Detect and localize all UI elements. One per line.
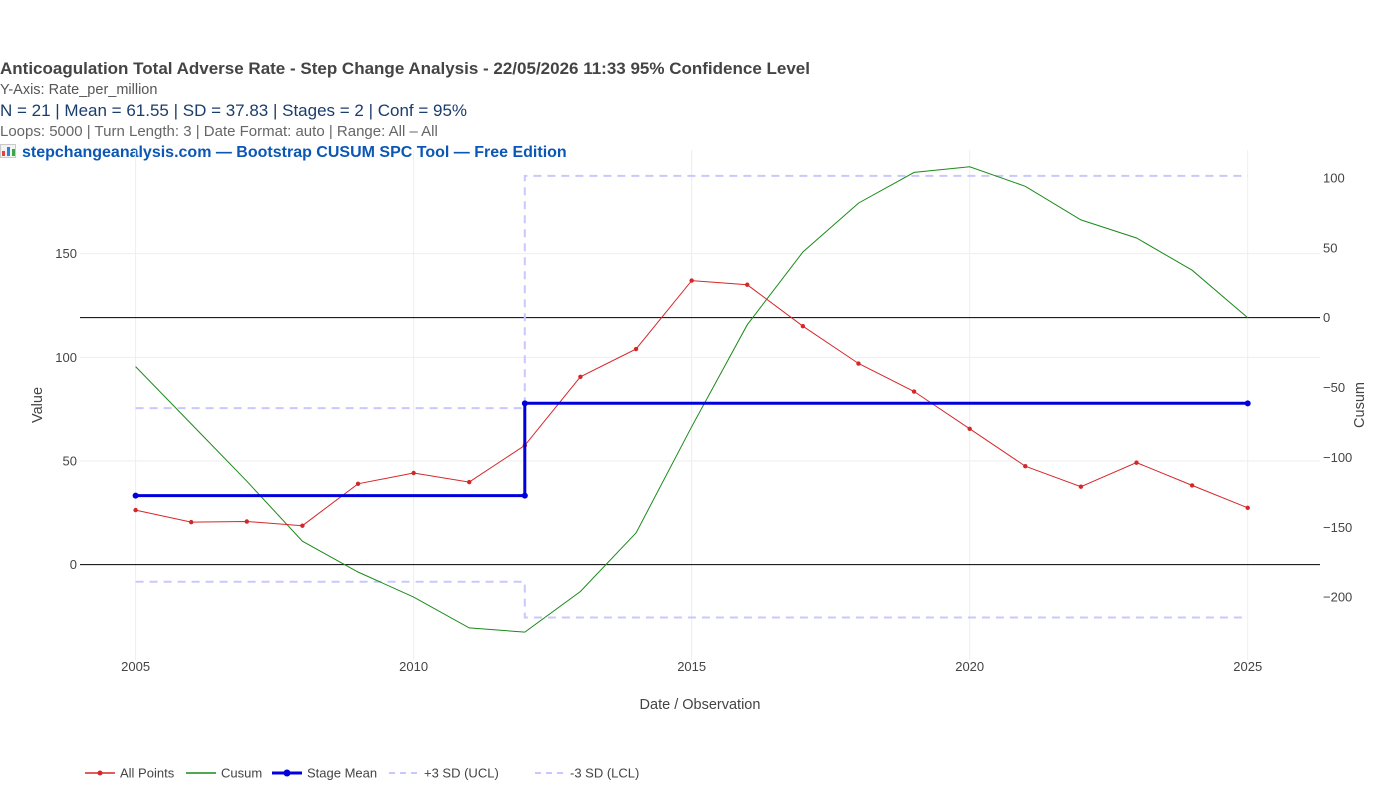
all-points-point — [800, 324, 806, 329]
all-points-point — [856, 361, 861, 366]
legend-item[interactable]: +3 SD (UCL) — [389, 766, 499, 781]
stage-mean-point — [521, 492, 528, 499]
legend-label: -3 SD (LCL) — [570, 766, 639, 781]
all-points-point — [633, 346, 639, 352]
axis-ticks: 2005 2010 2015 2020 2025 0 50 100 150 −200 −150 −10… — [55, 170, 1352, 674]
y2-tick-label: −100 — [1323, 450, 1352, 465]
all-points-point — [411, 470, 416, 476]
all-points-point — [967, 426, 972, 432]
x-tick-label: 2010 — [399, 659, 428, 674]
series-layer — [132, 166, 1251, 633]
y-axis-title: Value — [30, 387, 46, 423]
legend-label: Stage Mean — [307, 766, 377, 781]
stats-summary: N = 21 | Mean = 61.55 | SD = 37.83 | Sta… — [0, 101, 468, 120]
brand-line[interactable]: stepchangeanalysis.com — Bootstrap CUSUM… — [0, 142, 1400, 164]
legend[interactable]: All Points Cusum Stage Mean +3 SD (UCL) -3 S… — [85, 766, 639, 781]
all-points-point — [689, 278, 694, 283]
all-points-point — [300, 523, 305, 528]
all-points-point — [1134, 460, 1139, 465]
legend-marker — [97, 770, 103, 776]
3-sd-lcl-line — [135, 580, 1248, 619]
y2-tick-label: −150 — [1323, 520, 1352, 535]
all-points-point — [1078, 484, 1084, 489]
all-points-point — [745, 282, 750, 287]
chart-header: Anticoagulation Total Adverse Rate - Ste… — [0, 58, 1400, 164]
y-tick-label: 100 — [55, 350, 77, 365]
stage-mean-point — [132, 492, 139, 499]
y2-tick-label: 50 — [1323, 240, 1337, 255]
x-tick-label: 2015 — [677, 659, 706, 674]
legend-item[interactable]: -3 SD (LCL) — [535, 766, 639, 781]
legend-label: +3 SD (UCL) — [424, 766, 499, 781]
all-points-point — [467, 479, 472, 485]
y-axis-subtitle: Y-Axis: Rate_per_million — [0, 82, 158, 98]
stage-mean-point — [521, 400, 528, 407]
x-tick-label: 2005 — [121, 659, 150, 674]
stage-mean-point — [1244, 400, 1251, 407]
y-tick-label: 150 — [55, 246, 77, 261]
all-points-point — [133, 507, 138, 513]
settings-summary: Loops: 5000 | Turn Length: 3 | Date Form… — [0, 123, 438, 140]
zero-lines — [80, 317, 1320, 566]
chart-title: Anticoagulation Total Adverse Rate - Ste… — [0, 59, 810, 78]
x-tick-label: 2025 — [1233, 659, 1262, 674]
all-points-point — [1189, 483, 1195, 488]
y2-tick-label: −50 — [1323, 380, 1345, 395]
all-points-point — [911, 389, 917, 394]
legend-marker — [283, 769, 291, 777]
x-tick-label: 2020 — [955, 659, 984, 674]
stage-mean-line — [135, 401, 1248, 498]
legend-item[interactable]: Cusum — [186, 766, 262, 781]
all-points-point — [244, 519, 250, 524]
bar-chart-icon — [0, 144, 16, 158]
y2-tick-label: 100 — [1323, 170, 1345, 185]
legend-item[interactable]: Stage Mean — [272, 766, 377, 781]
3-sd-ucl-line — [135, 174, 1248, 410]
x-axis-title: Date / Observation — [640, 697, 761, 713]
y-tick-label: 0 — [70, 557, 77, 572]
all-points-point — [1245, 505, 1250, 511]
all-points-point — [355, 481, 361, 486]
brand-link[interactable]: stepchangeanalysis.com — Bootstrap CUSUM… — [22, 144, 567, 161]
legend-label: All Points — [120, 766, 175, 781]
legend-item[interactable]: All Points — [85, 766, 175, 781]
cusum-line — [135, 166, 1249, 633]
legend-label: Cusum — [221, 766, 262, 781]
all-points-point — [578, 374, 583, 380]
all-points-point — [189, 519, 194, 525]
all-points-point — [1023, 463, 1028, 469]
y2-tick-label: −200 — [1323, 590, 1352, 605]
grid-layer — [80, 150, 1320, 660]
y-tick-label: 50 — [63, 453, 77, 468]
y2-axis-title: Cusum — [1352, 382, 1368, 428]
y2-tick-label: 0 — [1323, 310, 1330, 325]
